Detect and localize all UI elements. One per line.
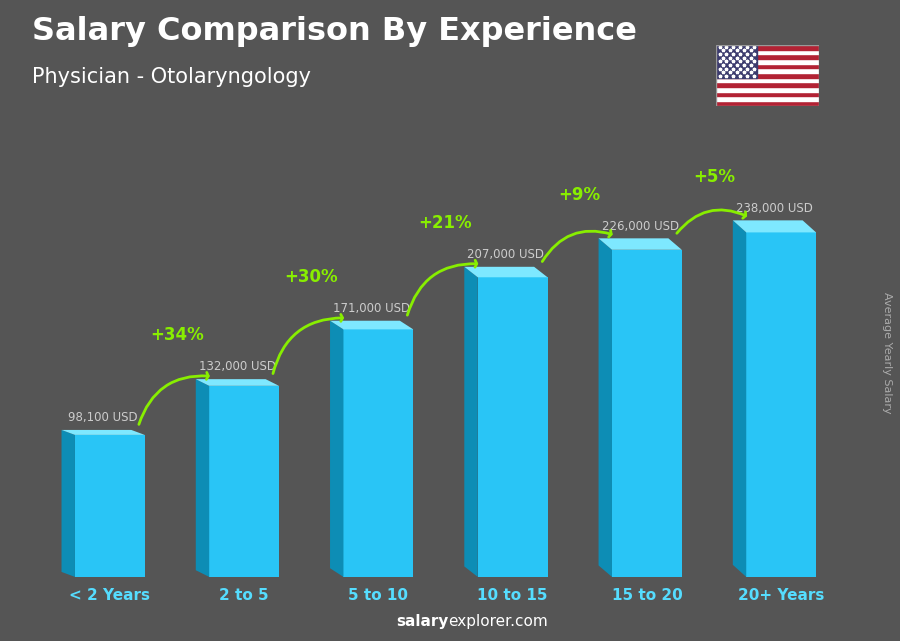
Text: salary: salary	[396, 615, 448, 629]
Bar	[716, 96, 819, 101]
Text: +21%: +21%	[418, 214, 472, 232]
Bar	[716, 59, 819, 63]
Polygon shape	[612, 250, 682, 577]
Polygon shape	[196, 379, 279, 386]
Polygon shape	[75, 435, 145, 577]
Bar	[716, 92, 819, 96]
Bar	[716, 69, 819, 73]
Text: 207,000 USD: 207,000 USD	[467, 248, 544, 261]
Bar	[716, 82, 819, 87]
Text: 226,000 USD: 226,000 USD	[601, 220, 679, 233]
Polygon shape	[209, 386, 279, 577]
Bar	[716, 73, 819, 78]
Bar	[716, 45, 757, 78]
Text: +30%: +30%	[284, 268, 338, 286]
Polygon shape	[733, 221, 816, 233]
Text: Physician - Otolaryngology: Physician - Otolaryngology	[32, 67, 310, 87]
Text: explorer.com: explorer.com	[448, 615, 548, 629]
Polygon shape	[344, 329, 413, 577]
Bar	[716, 45, 819, 49]
Text: +5%: +5%	[693, 167, 735, 186]
Polygon shape	[61, 430, 75, 577]
Text: Salary Comparison By Experience: Salary Comparison By Experience	[32, 16, 636, 47]
Polygon shape	[196, 379, 209, 577]
Polygon shape	[61, 430, 145, 435]
Bar	[716, 49, 819, 54]
Text: 132,000 USD: 132,000 USD	[199, 360, 276, 373]
Text: +34%: +34%	[150, 326, 204, 344]
Polygon shape	[330, 320, 344, 577]
Polygon shape	[330, 320, 413, 329]
Polygon shape	[598, 238, 682, 250]
Bar	[716, 87, 819, 92]
Polygon shape	[598, 238, 612, 577]
Text: Average Yearly Salary: Average Yearly Salary	[881, 292, 892, 413]
Polygon shape	[478, 278, 547, 577]
Text: 98,100 USD: 98,100 USD	[68, 411, 138, 424]
Polygon shape	[746, 233, 816, 577]
Polygon shape	[733, 221, 746, 577]
Polygon shape	[464, 267, 547, 278]
Text: 171,000 USD: 171,000 USD	[333, 302, 410, 315]
Bar	[716, 63, 819, 69]
Bar	[716, 101, 819, 106]
Polygon shape	[464, 267, 478, 577]
Text: 238,000 USD: 238,000 USD	[736, 201, 813, 215]
Bar	[716, 54, 819, 59]
Text: +9%: +9%	[559, 186, 601, 204]
Bar	[716, 78, 819, 82]
